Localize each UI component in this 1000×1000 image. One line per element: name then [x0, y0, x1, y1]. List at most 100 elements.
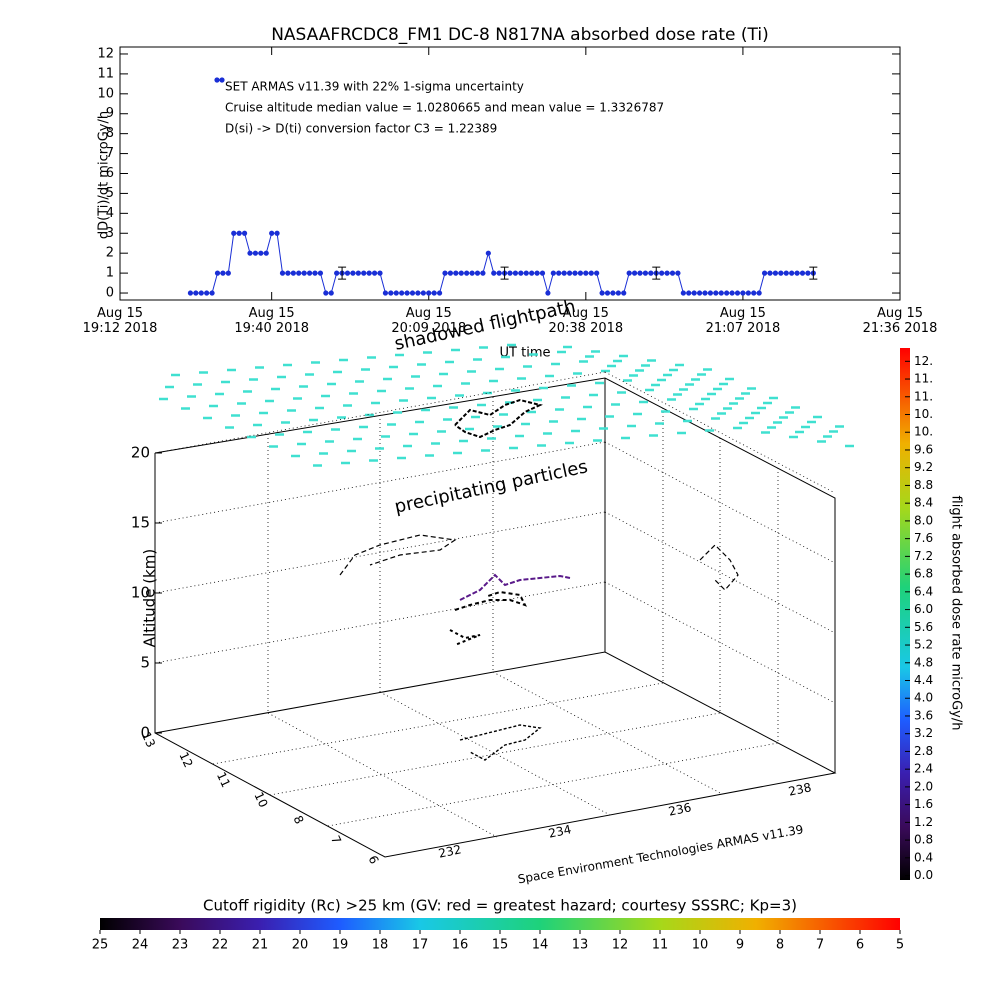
data-point — [756, 290, 762, 296]
data-point — [729, 290, 735, 296]
y-tick-label: 2 — [106, 246, 114, 261]
colorbar-tick-label: 10. — [914, 407, 933, 421]
x-tick-label: Aug 15 21:36 2018 — [863, 306, 938, 336]
data-point — [474, 270, 481, 276]
data-point — [409, 290, 416, 296]
label-line: 21:36 2018 — [863, 321, 938, 336]
data-point — [447, 270, 454, 276]
z-grid — [154, 511, 606, 594]
data-point — [485, 250, 491, 256]
colorbar-tick-label: 10. — [914, 425, 933, 439]
data-point — [805, 270, 811, 276]
data-point — [556, 270, 562, 276]
data-point — [615, 290, 621, 296]
data-point — [231, 230, 237, 236]
data-point — [713, 290, 719, 296]
z-tick-label: 15 — [131, 514, 150, 532]
colorbar-tick-label: 17 — [412, 938, 429, 953]
floor-grid — [492, 671, 723, 795]
flight-path-line — [454, 590, 527, 611]
data-point — [458, 270, 464, 276]
data-point — [263, 250, 269, 256]
z-axis-label: Altitude (km) — [141, 549, 159, 647]
colorbar-tick-label: 25 — [92, 938, 109, 953]
error-bar — [809, 266, 818, 280]
data-point — [371, 270, 378, 276]
annotation: Cruise altitude median value = 1.0280665… — [225, 101, 664, 115]
data-point — [604, 290, 611, 296]
label-line: 20:38 2018 — [548, 321, 623, 336]
data-point — [534, 270, 540, 276]
data-point — [631, 270, 638, 276]
colorbar-tick-label: 2.4 — [914, 762, 933, 776]
data-point — [193, 290, 199, 296]
colorbar-tick-label: 24 — [132, 938, 149, 953]
label-line: 21:07 2018 — [706, 321, 781, 336]
data-point — [680, 290, 686, 296]
data-point — [225, 270, 231, 276]
colorbar-tick-label: 4.8 — [914, 655, 933, 669]
3d-box — [154, 377, 837, 858]
data-point — [751, 290, 757, 296]
colorbar-tick-label: 12 — [612, 938, 629, 953]
data-point — [204, 290, 210, 296]
lat-tick-label: 13 — [139, 730, 158, 750]
data-point — [220, 270, 226, 276]
data-point — [696, 290, 703, 296]
colorbar-tick-label: 5.6 — [914, 620, 933, 634]
data-point — [740, 290, 746, 296]
x-tick-label: Aug 15 20:38 2018 — [548, 306, 623, 336]
y-tick-label: 10 — [97, 86, 114, 101]
data-point — [334, 270, 340, 276]
colorbar-tick-label: 1.6 — [914, 797, 933, 811]
shadow-path — [454, 398, 543, 439]
z-tick-label: 20 — [131, 444, 150, 462]
data-point — [648, 270, 654, 276]
data-point — [361, 270, 367, 276]
data-point — [518, 270, 524, 276]
lon-tick-label: 232 — [437, 842, 462, 860]
colorbar-tick-label: 4.0 — [914, 691, 933, 705]
data-point — [442, 270, 448, 276]
data-point — [382, 290, 389, 296]
lon-tick-label: 238 — [787, 780, 812, 798]
y-tick-label: 12 — [97, 46, 114, 61]
data-point — [561, 270, 567, 276]
colorbar-title: Cutoff rigidity (Rc) >25 km (GV: red = g… — [203, 897, 797, 915]
data-point — [426, 290, 432, 296]
data-point — [258, 250, 264, 256]
colorbar-tick-label: 7 — [816, 938, 824, 953]
label-line: Aug 15 — [406, 306, 452, 321]
colorbar-tick-label: 5 — [896, 938, 904, 953]
data-point — [279, 270, 286, 276]
data-point — [415, 290, 421, 296]
data-point — [366, 270, 372, 276]
data-point — [317, 270, 324, 276]
colorbar-tick-label: 0.4 — [914, 850, 933, 864]
data-point — [431, 290, 437, 296]
colorbar-tick-label: 5.2 — [914, 638, 933, 652]
legend-marker — [214, 77, 220, 83]
y-tick-label: 0 — [106, 286, 114, 301]
annotation: precipitating particles — [393, 456, 590, 517]
colorbar-tick-label: 8.8 — [914, 478, 933, 492]
colorbar-tick-label: 11. — [914, 372, 933, 386]
colorbar-tick-label: 22 — [212, 938, 229, 953]
label-line: Aug 15 — [720, 306, 766, 321]
particle-field — [159, 343, 854, 467]
colorbar-tick-label: 8.0 — [914, 513, 933, 527]
data-point — [734, 290, 741, 296]
z-tick-label: 5 — [140, 654, 150, 672]
lat-tick-label: 6 — [365, 853, 381, 866]
data-point — [523, 270, 529, 276]
data-point — [507, 270, 513, 276]
lat-tick-label: 10 — [251, 790, 270, 810]
colorbar-tick-label: 0.0 — [914, 868, 933, 882]
lat-tick-label: 8 — [290, 813, 306, 826]
error-bar — [500, 266, 509, 280]
colorbar-tick-label: 7.2 — [914, 549, 933, 563]
colorbar-tick-label: 16 — [452, 938, 469, 953]
data-point — [344, 270, 351, 276]
floor-grid — [379, 691, 611, 816]
data-point — [469, 270, 475, 276]
